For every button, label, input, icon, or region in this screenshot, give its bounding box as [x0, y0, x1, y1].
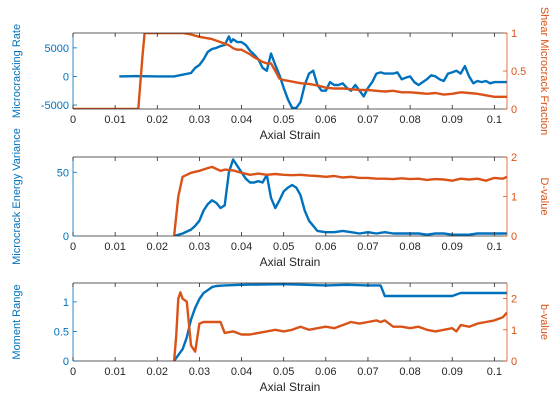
x-tick-label: 0.05 — [273, 241, 294, 253]
x-tick-label: 0.09 — [442, 241, 463, 253]
x-tick-label: 0.1 — [487, 366, 502, 378]
y-axis-label-right: Shear Microcrack Fraction — [538, 7, 550, 135]
plot-area — [73, 33, 507, 109]
y-axis-label-left: Microcracking Rate — [11, 24, 23, 118]
x-tick-label: 0.02 — [147, 366, 168, 378]
plot-area — [73, 283, 507, 361]
y-axis-label-left: Microcrack Energy Variance — [11, 128, 23, 265]
x-tick-label: 0 — [70, 366, 76, 378]
x-tick-label: 0.03 — [189, 241, 210, 253]
y-tick-label-right: 0 — [511, 104, 517, 116]
x-tick-label: 0.04 — [231, 241, 252, 253]
x-tick-label: 0.08 — [399, 241, 420, 253]
series-line-right — [172, 165, 507, 236]
y-tick-label-left: 0 — [63, 71, 69, 83]
x-tick-label: 0.07 — [357, 114, 378, 126]
y-axis-label-right: b-value — [538, 304, 550, 340]
y-tick-label-left: 0 — [63, 356, 69, 368]
x-tick-label: 0.06 — [315, 114, 336, 126]
x-tick-label: 0.06 — [315, 241, 336, 253]
x-tick-label: 0.07 — [357, 366, 378, 378]
y-tick-label-right: 2 — [511, 152, 517, 164]
x-axis-label: Axial Strain — [260, 128, 321, 142]
x-tick-label: 0.06 — [315, 366, 336, 378]
series-line-left — [119, 35, 507, 109]
y-axis-label-right: D-value — [538, 178, 550, 216]
x-tick-label: 0.07 — [357, 241, 378, 253]
x-tick-label: 0.09 — [442, 114, 463, 126]
x-axis-label: Axial Strain — [260, 255, 321, 269]
x-tick-label: 0.05 — [273, 366, 294, 378]
x-tick-label: 0 — [70, 114, 76, 126]
chart-panel-3: 0 0.01 0.02 0.03 0.04 0.05 0.06 0.07 0.08 0.09 0.1… — [11, 282, 550, 394]
y-tick-label-left: 0 — [63, 231, 69, 243]
x-tick-label: 0.1 — [487, 241, 502, 253]
x-tick-label: 0.08 — [399, 366, 420, 378]
x-tick-label: 0.09 — [442, 366, 463, 378]
y-tick-label-left: 0.5 — [54, 326, 69, 338]
x-tick-label: 0.02 — [147, 114, 168, 126]
x-tick-label: 0.01 — [104, 241, 125, 253]
y-tick-label-right: 1 — [511, 28, 517, 40]
x-tick-label: 0.04 — [231, 366, 252, 378]
y-tick-label-left: 5000 — [45, 43, 69, 55]
x-axis-label: Axial Strain — [260, 380, 321, 394]
x-tick-label: 0.01 — [104, 366, 125, 378]
x-tick-label: 0.08 — [399, 114, 420, 126]
x-tick-label: 0.05 — [273, 114, 294, 126]
chart-panel-2: 0 0.01 0.02 0.03 0.04 0.05 0.06 0.07 0.08 0.09 0.1… — [11, 128, 550, 269]
x-tick-label: 0.02 — [147, 241, 168, 253]
x-tick-label: 0.01 — [104, 114, 125, 126]
y-tick-label-left: 1 — [63, 297, 69, 309]
x-tick-label: 0.03 — [189, 366, 210, 378]
y-tick-label-right: 1 — [511, 192, 517, 204]
x-tick-label: 0.04 — [231, 114, 252, 126]
chart-panel-1: 0 0.01 0.02 0.03 0.04 0.05 0.06 0.07 0.08 0.09 0.1… — [11, 7, 550, 142]
x-tick-label: 0.1 — [487, 114, 502, 126]
y-tick-label-right: 0 — [511, 231, 517, 243]
x-tick-label: 0.03 — [189, 114, 210, 126]
plot-area — [73, 157, 507, 236]
y-axis-label-left: Moment Range — [11, 284, 23, 359]
series-line-right — [73, 33, 507, 109]
y-tick-label-left: 50 — [57, 167, 69, 179]
series-line-left — [173, 158, 507, 236]
y-tick-label-right: 0 — [511, 356, 517, 368]
x-tick-label: 0 — [70, 241, 76, 253]
y-tick-label-right: 0.5 — [511, 66, 526, 78]
y-tick-label-right: 2 — [511, 294, 517, 306]
y-tick-label-left: -5000 — [41, 100, 69, 112]
y-tick-label-right: 1 — [511, 325, 517, 337]
series-line-right — [172, 291, 507, 361]
